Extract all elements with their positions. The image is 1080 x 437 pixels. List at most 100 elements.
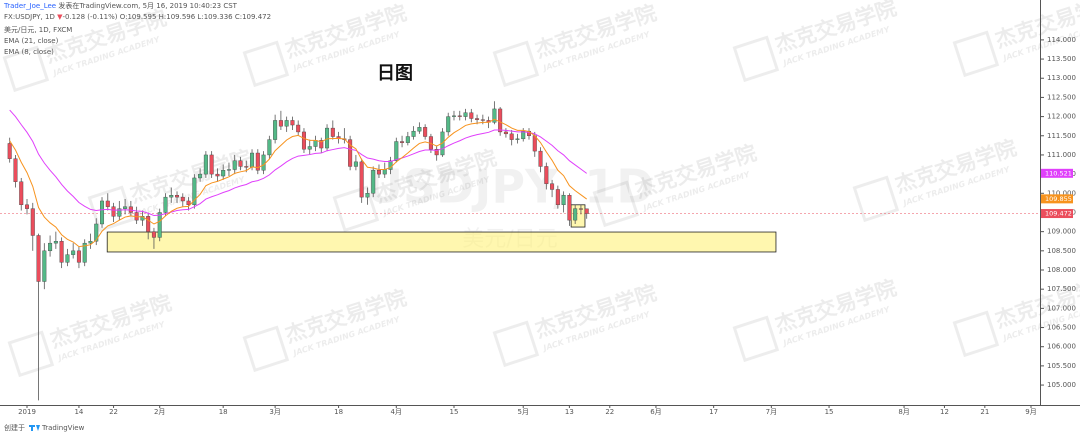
candle-body bbox=[319, 140, 324, 149]
candle-body bbox=[578, 208, 583, 210]
candle-body bbox=[169, 195, 174, 198]
candle-body bbox=[463, 112, 468, 117]
published: 发表在TradingView.com, 5月 16, 2019 10:40:23… bbox=[58, 1, 237, 10]
symbol-line: FX:USDJPY, 1D ▼-0.128 (-0.11%) O:109.595… bbox=[4, 13, 271, 21]
x-tick-label: 4月 bbox=[391, 408, 402, 416]
candle-body bbox=[573, 208, 578, 221]
candle-body bbox=[538, 150, 543, 167]
candle-body bbox=[515, 138, 520, 140]
candle-body bbox=[30, 208, 35, 236]
price-tag bbox=[1041, 168, 1073, 178]
candle-body bbox=[480, 119, 485, 121]
chart-title: 日图 bbox=[377, 63, 413, 84]
y-tick-label: 111.500 bbox=[1047, 132, 1076, 140]
brand-icon bbox=[242, 325, 290, 373]
zone bbox=[106, 231, 777, 253]
y-tick-label: 106.000 bbox=[1047, 343, 1076, 351]
candle-body bbox=[180, 196, 185, 202]
y-tick-label: 112.500 bbox=[1047, 93, 1076, 101]
candle-body bbox=[146, 216, 151, 232]
candle-body bbox=[492, 108, 497, 123]
candle-body bbox=[423, 127, 428, 137]
candle-body bbox=[284, 120, 289, 127]
x-tick-label: 14 bbox=[74, 408, 83, 416]
y-tick-label: 114.000 bbox=[1047, 36, 1076, 44]
symbol-legend: 美元/日元, 1D, FXCM bbox=[4, 25, 72, 34]
brand-icon bbox=[732, 35, 780, 83]
x-tick-label: 2月 bbox=[154, 408, 165, 416]
candle-body bbox=[151, 231, 156, 238]
y-tick-label: 107.500 bbox=[1047, 285, 1076, 293]
candle-body bbox=[186, 200, 191, 206]
candle-body bbox=[111, 206, 116, 217]
candle-body bbox=[325, 127, 330, 149]
footer-logo bbox=[29, 425, 40, 431]
price-tag-label: 110.521 bbox=[1045, 169, 1072, 177]
candle-body bbox=[400, 141, 405, 143]
candle-body bbox=[123, 206, 128, 209]
brand-icon bbox=[592, 180, 640, 228]
candle-body bbox=[255, 152, 260, 171]
candle-body bbox=[36, 235, 41, 282]
candle-body bbox=[250, 152, 255, 168]
candle-body bbox=[313, 140, 318, 147]
candle-body bbox=[19, 181, 24, 206]
candle-body bbox=[65, 254, 70, 263]
candle-body bbox=[371, 170, 376, 194]
candle-body bbox=[555, 189, 560, 206]
price-tag-label: 109.855 bbox=[1045, 195, 1072, 203]
candle-body bbox=[307, 146, 312, 150]
candle-body bbox=[382, 169, 387, 175]
y-tick-label: 111.000 bbox=[1047, 151, 1076, 159]
candle-body bbox=[163, 196, 168, 213]
candle-body bbox=[434, 148, 439, 156]
candle-body bbox=[567, 195, 572, 221]
legend-entry: EMA (8, close) bbox=[4, 48, 54, 56]
candle-body bbox=[330, 127, 335, 137]
candle-body bbox=[82, 242, 87, 263]
x-tick-label: 3月 bbox=[269, 408, 280, 416]
candle-body bbox=[203, 154, 208, 175]
logo-icon bbox=[29, 425, 40, 431]
candle-body bbox=[301, 131, 306, 150]
candle-body bbox=[267, 139, 272, 156]
candle-body bbox=[175, 195, 180, 198]
x-tick-label: 15 bbox=[450, 408, 459, 416]
x-tick-label: 17 bbox=[709, 408, 718, 416]
candle-body bbox=[261, 154, 266, 171]
candle-body bbox=[359, 161, 364, 198]
candle-body bbox=[451, 115, 456, 117]
brand-icon bbox=[492, 320, 540, 368]
brand-icon bbox=[952, 310, 1000, 358]
candle-body bbox=[469, 112, 474, 119]
candle-body bbox=[561, 195, 566, 206]
x-tick-label: 6月 bbox=[650, 408, 661, 416]
y-tick-label: 107.000 bbox=[1047, 304, 1076, 312]
x-tick-label: 15 bbox=[825, 408, 834, 416]
y-tick-label: 109.000 bbox=[1047, 228, 1076, 236]
candle-body bbox=[348, 139, 353, 167]
watermark-symbol: USDJPY, 1D bbox=[366, 160, 655, 214]
candle-body bbox=[509, 133, 514, 140]
candle-body bbox=[296, 124, 301, 133]
x-tick-label: 5月 bbox=[517, 408, 528, 416]
brand-icon bbox=[2, 45, 50, 93]
candle-body bbox=[76, 250, 81, 263]
candle-body bbox=[521, 130, 526, 140]
candle-body bbox=[353, 161, 358, 167]
price-tag bbox=[1041, 194, 1073, 204]
candle-body bbox=[446, 116, 451, 133]
author: Trader_Joe_Lee bbox=[3, 2, 56, 10]
candle-body bbox=[244, 166, 249, 168]
candle-body bbox=[365, 193, 370, 198]
brand-icon bbox=[952, 30, 1000, 78]
candle-body bbox=[273, 120, 278, 140]
candle-body bbox=[215, 173, 220, 177]
plot bbox=[0, 101, 1040, 401]
brand-icon bbox=[242, 40, 290, 88]
brand-icon bbox=[332, 185, 380, 233]
candle-body bbox=[457, 115, 462, 117]
candle-body bbox=[53, 241, 58, 244]
brand-icon bbox=[732, 315, 780, 363]
